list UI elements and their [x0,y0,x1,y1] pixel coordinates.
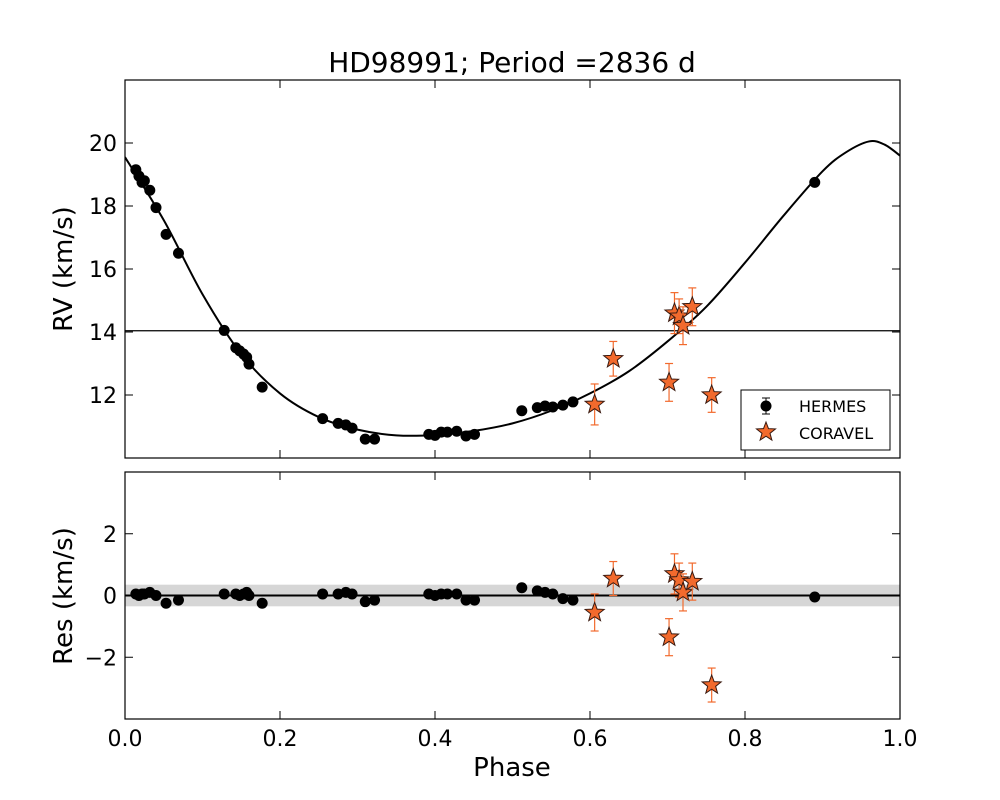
rv-y-tick-label: 20 [89,132,117,157]
coravel-residual-point [602,560,625,597]
hermes-residual-point [451,588,463,600]
hermes-residual-point [160,597,172,609]
coravel-rv-point [583,383,606,426]
hermes-residual-point [441,588,453,600]
hermes-rv-point [451,425,463,437]
coravel-rv-point [672,306,694,346]
residuals-panel: 2 0 −2 0.0 0.2 0.4 0.6 0.8 1.0 Res (km/s) [49,471,918,752]
hermes-rv-point [809,176,821,188]
hermes-residual-point [469,594,481,606]
rv-panel: 12 14 16 18 20 RV (km/s) HERMES CORAVEL [49,79,901,459]
hermes-residual-point [150,590,162,601]
chart-title: HD98991; Period =2836 d [328,46,696,79]
hermes-rv-point [516,405,528,417]
hermes-residual-point [317,588,329,600]
residuals-x-ticks: 0.0 0.2 0.4 0.6 0.8 1.0 [108,472,918,752]
coravel-star [700,383,723,405]
hermes-rv-point [243,358,255,370]
legend-star-shape [755,420,777,442]
hermes-rv-point [369,433,381,445]
hermes-rv-point [138,175,150,187]
hermes-residual-point [547,588,559,600]
hermes-rv-point [256,381,268,393]
coravel-star [672,580,694,602]
residuals-y-tick-label: 0 [103,585,117,610]
coravel-residual-point [658,618,680,657]
coravel-residual-point [681,562,704,601]
residuals-y-tick-label: 2 [103,523,117,548]
x-tick-label: 0.0 [108,727,143,752]
hermes-rv-point [172,247,184,259]
coravel-rv-point [602,340,625,377]
rv-y-tick-label: 16 [89,258,117,283]
rv-y-tick-label: 18 [89,195,117,220]
rv-plot-area [125,140,900,445]
coravel-star [658,625,680,647]
residuals-plot-area [125,553,900,703]
hermes-residual-point [516,582,528,594]
hermes-residual-point [243,590,255,601]
hermes-residual-point [172,594,184,606]
x-axis-label: Phase [473,753,551,783]
coravel-star [668,568,690,590]
hermes-rv-point [469,428,481,440]
coravel-rv-point [658,362,680,402]
coravel-rv-point [681,287,704,327]
hermes-residual-point [256,597,268,609]
hermes-rv-point [144,184,156,196]
hermes-rv-point [460,430,472,442]
hermes-residual-point [346,588,358,600]
legend-hermes-marker [760,397,772,415]
hermes-rv-point [359,433,371,445]
hermes-residual-point [218,588,230,600]
legend-coravel-label: CORAVEL [799,424,873,443]
x-tick-label: 0.2 [263,727,298,752]
hermes-residual-point [809,591,821,603]
coravel-star [668,304,690,326]
hermes-residual-point [460,594,472,606]
hermes-rv-point [557,399,569,411]
coravel-star [700,673,723,695]
rv-x-ticks [124,80,901,458]
coravel-star [583,601,606,622]
hermes-residual-point [567,594,579,606]
rv-y-ticks: 12 14 16 18 20 [89,132,900,409]
coravel-star [681,295,704,317]
coravel-residual-point [700,667,723,703]
hermes-residual-point [359,596,371,608]
coravel-star [602,567,625,588]
x-tick-label: 0.6 [573,727,608,752]
rv-y-tick-label: 14 [89,321,117,346]
legend-hermes-label: HERMES [799,397,866,416]
hermes-rv-point [218,324,230,336]
coravel-residual-point [672,573,694,612]
residuals-y-tick-label: −2 [85,646,117,671]
coravel-star [583,393,606,414]
rv-y-tick-label: 12 [89,384,117,409]
coravel-star [681,570,704,591]
hermes-residual-point [369,594,381,606]
legend-coravel-marker [755,420,777,442]
hermes-rv-point [567,396,579,408]
coravel-star [658,370,680,392]
hermes-rv-point [150,202,162,214]
hermes-rv-point [547,401,559,413]
coravel-star [602,347,625,369]
coravel-residual-point [583,593,606,632]
hermes-rv-point [317,413,329,425]
x-tick-label: 1.0 [883,727,918,752]
residuals-y-ticks: 2 0 −2 [85,523,900,671]
rv-y-axis-label: RV (km/s) [49,206,79,332]
hermes-residual-point [557,593,569,605]
hermes-rv-point [160,228,172,240]
hermes-rv-point [346,422,358,434]
hermes-rv-point [441,426,453,438]
residuals-y-axis-label: Res (km/s) [49,527,79,665]
x-tick-label: 0.4 [418,727,453,752]
legend: HERMES CORAVEL [740,389,891,451]
coravel-star [672,314,694,335]
coravel-rv-point [700,377,723,413]
x-tick-label: 0.8 [728,727,763,752]
